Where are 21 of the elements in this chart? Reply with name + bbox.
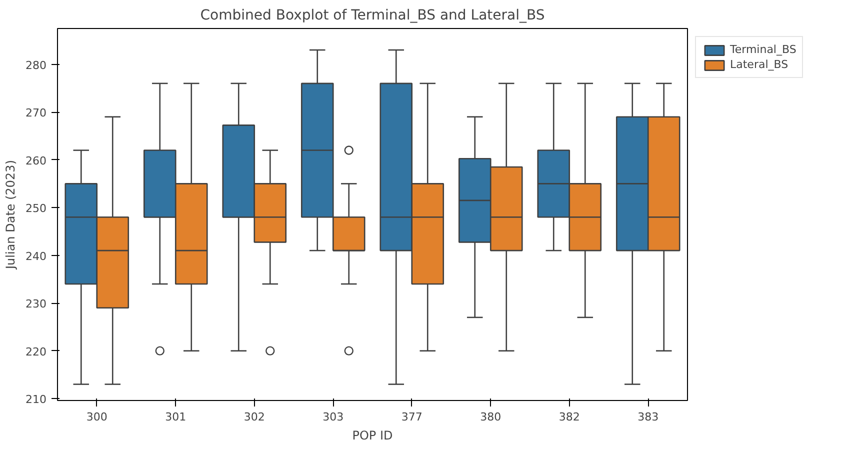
y-tick-label: 230 <box>26 298 47 311</box>
x-axis-title: POP ID <box>352 428 393 442</box>
x-tick-label: 301 <box>165 410 186 424</box>
x-tick-label: 380 <box>480 410 502 424</box>
x-tick-label: 377 <box>401 410 422 424</box>
legend-label: Lateral_BS <box>730 58 788 71</box>
y-tick-label: 220 <box>26 345 47 358</box>
y-axis-title: Julian Date (2023) <box>4 160 18 270</box>
y-tick-label: 280 <box>26 58 47 72</box>
y-tick-label: 240 <box>26 250 47 263</box>
y-tick-label: 270 <box>26 106 47 120</box>
y-tick-label: 210 <box>26 393 47 406</box>
x-tick-label: 382 <box>558 410 580 424</box>
y-tick-label: 260 <box>26 154 47 168</box>
x-tick-label: 302 <box>244 410 265 424</box>
x-tick-label: 303 <box>322 410 344 424</box>
x-tick-label: 300 <box>86 410 108 424</box>
chart-title: Combined Boxplot of Terminal_BS and Lateral_BS <box>200 8 545 24</box>
x-tick-label: 383 <box>638 410 659 424</box>
legend-label: Terminal_BS <box>730 43 796 56</box>
y-tick-label: 250 <box>26 202 47 216</box>
